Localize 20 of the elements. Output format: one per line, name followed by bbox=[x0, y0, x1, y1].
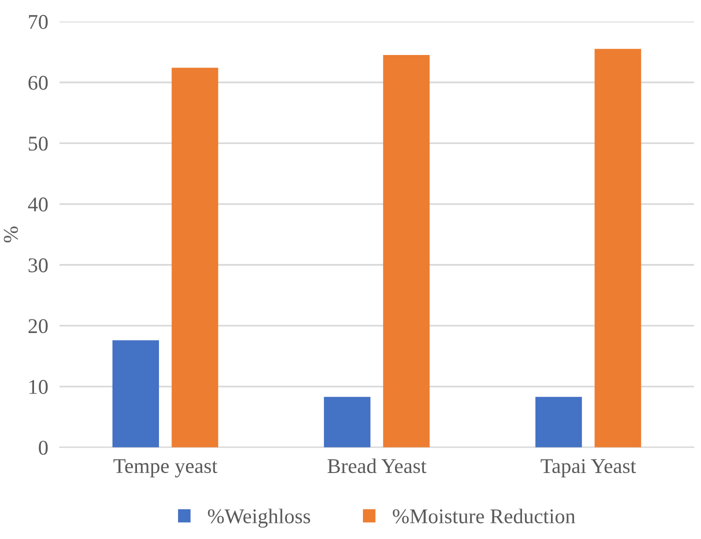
x-tick-label: Tempe yeast bbox=[113, 459, 218, 478]
y-tick-label: 20 bbox=[28, 319, 48, 334]
x-tick-label: Bread Yeast bbox=[328, 458, 426, 474]
legend-label: %Weighloss bbox=[208, 508, 310, 528]
bar bbox=[172, 68, 218, 448]
bar bbox=[112, 340, 159, 448]
y-tick-label: 10 bbox=[29, 380, 48, 394]
bar bbox=[535, 396, 582, 448]
y-tick-label: 0 bbox=[38, 440, 48, 455]
bar bbox=[594, 48, 642, 448]
y-axis-title: % bbox=[4, 226, 18, 242]
y-tick-label: 50 bbox=[28, 136, 48, 151]
y-tick-label: 60 bbox=[28, 76, 48, 90]
bar bbox=[383, 55, 430, 448]
x-tick-label: Tapai Yeast bbox=[540, 459, 636, 478]
y-tick-label: 30 bbox=[28, 258, 48, 272]
y-tick-label: 70 bbox=[29, 14, 48, 29]
y-tick-label: 40 bbox=[28, 197, 48, 212]
bar bbox=[324, 396, 370, 448]
legend-label: %Moisture Reduction bbox=[392, 508, 576, 524]
